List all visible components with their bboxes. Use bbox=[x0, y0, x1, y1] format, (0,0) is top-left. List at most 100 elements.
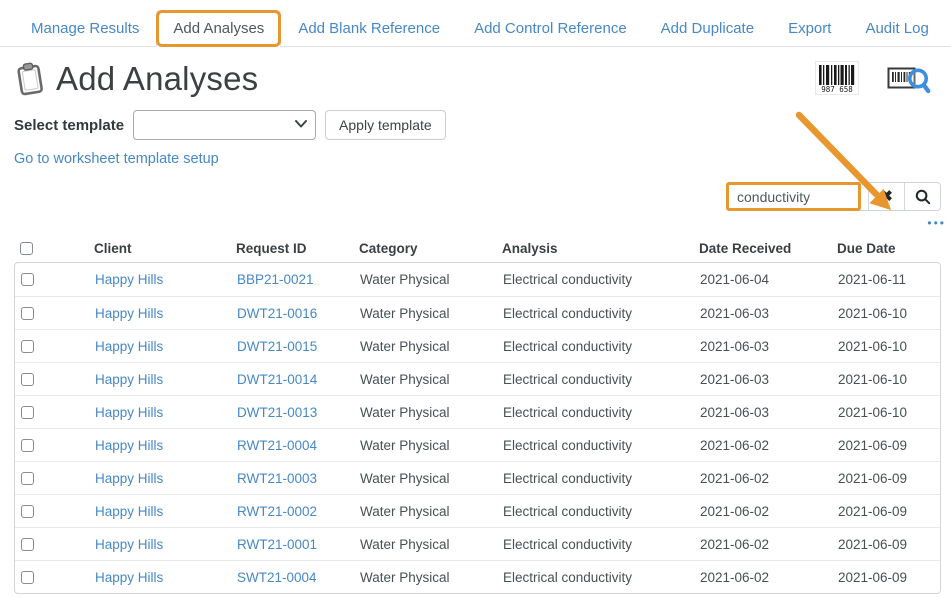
row-checkbox[interactable] bbox=[21, 504, 34, 518]
column-header-due-date[interactable]: Due Date bbox=[837, 240, 896, 256]
tab-add-blank-reference[interactable]: Add Blank Reference bbox=[298, 20, 441, 37]
request-id-link[interactable]: RWT21-0001 bbox=[237, 536, 318, 552]
analysis-cell: Electrical conductivity bbox=[503, 503, 633, 519]
row-checkbox[interactable] bbox=[21, 372, 34, 386]
table-row: Happy Hills DWT21-0013 Water Physical Elect… bbox=[15, 395, 940, 428]
request-id-link[interactable]: SWT21-0004 bbox=[237, 569, 317, 585]
due-date-cell: 2021-06-11 bbox=[838, 272, 907, 287]
category-cell: Water Physical bbox=[360, 437, 450, 453]
tab-manage-results[interactable]: Manage Results bbox=[31, 20, 140, 37]
date-received-cell: 2021-06-02 bbox=[700, 536, 770, 552]
client-link[interactable]: Happy Hills bbox=[95, 272, 164, 287]
template-select[interactable] bbox=[133, 110, 317, 140]
client-link[interactable]: Happy Hills bbox=[95, 536, 164, 552]
category-cell: Water Physical bbox=[360, 338, 450, 354]
client-link[interactable]: Happy Hills bbox=[95, 305, 164, 321]
due-date-cell: 2021-06-09 bbox=[838, 503, 908, 519]
request-id-link[interactable]: DWT21-0015 bbox=[237, 338, 318, 354]
client-link[interactable]: Happy Hills bbox=[95, 470, 164, 486]
analysis-cell: Electrical conductivity bbox=[503, 404, 633, 420]
clear-search-button[interactable]: ✖ bbox=[868, 183, 904, 210]
request-id-link[interactable]: BBP21-0021 bbox=[237, 272, 314, 287]
search-row: ✖ bbox=[0, 182, 941, 211]
analyses-listing: Client Request ID Category Analysis Date Rec… bbox=[14, 234, 941, 594]
header-icons: 987 658 bbox=[815, 61, 937, 97]
request-id-link[interactable]: RWT21-0002 bbox=[237, 503, 318, 519]
due-date-cell: 2021-06-10 bbox=[838, 305, 908, 321]
search-button[interactable] bbox=[904, 183, 940, 210]
row-checkbox[interactable] bbox=[21, 537, 34, 551]
request-id-link[interactable]: DWT21-0016 bbox=[237, 305, 318, 321]
date-received-cell: 2021-06-03 bbox=[700, 371, 770, 387]
tab-export[interactable]: Export bbox=[788, 20, 832, 37]
search-input[interactable] bbox=[729, 185, 858, 208]
tab-add-analyses[interactable]: Add Analyses bbox=[156, 10, 282, 47]
due-date-cell: 2021-06-09 bbox=[838, 470, 908, 486]
row-checkbox[interactable] bbox=[21, 306, 34, 320]
column-header-date-received[interactable]: Date Received bbox=[699, 240, 792, 256]
request-id-link[interactable]: DWT21-0013 bbox=[237, 404, 318, 420]
clear-icon: ✖ bbox=[880, 188, 893, 205]
client-link[interactable]: Happy Hills bbox=[95, 404, 164, 420]
listing-header: Client Request ID Category Analysis Date Rec… bbox=[14, 234, 941, 262]
table-row: Happy Hills SWT21-0004 Water Physical Elect… bbox=[15, 560, 940, 593]
client-link[interactable]: Happy Hills bbox=[95, 371, 164, 387]
table-row: Happy Hills DWT21-0016 Water Physical Elect… bbox=[15, 296, 940, 329]
category-cell: Water Physical bbox=[360, 272, 450, 287]
svg-text:987 658: 987 658 bbox=[821, 85, 853, 94]
category-cell: Water Physical bbox=[360, 569, 450, 585]
request-id-link[interactable]: RWT21-0003 bbox=[237, 470, 318, 486]
date-received-cell: 2021-06-03 bbox=[700, 404, 770, 420]
toggle-columns-button[interactable]: ••• bbox=[927, 216, 946, 230]
analysis-cell: Electrical conductivity bbox=[503, 272, 633, 287]
template-bar: Select template Apply template bbox=[14, 110, 951, 140]
column-header-client[interactable]: Client bbox=[94, 240, 132, 256]
date-received-cell: 2021-06-03 bbox=[700, 338, 770, 354]
client-link[interactable]: Happy Hills bbox=[95, 338, 164, 354]
category-cell: Water Physical bbox=[360, 371, 450, 387]
client-link[interactable]: Happy Hills bbox=[95, 569, 164, 585]
table-row: Happy Hills RWT21-0001 Water Physical Elect… bbox=[15, 527, 940, 560]
search-icon bbox=[915, 189, 930, 204]
table-row: Happy Hills RWT21-0003 Water Physical Elect… bbox=[15, 461, 940, 494]
tab-add-control-reference[interactable]: Add Control Reference bbox=[474, 20, 627, 37]
row-checkbox[interactable] bbox=[21, 438, 34, 452]
select-all-checkbox[interactable] bbox=[20, 241, 33, 255]
due-date-cell: 2021-06-10 bbox=[838, 371, 908, 387]
select-template-label: Select template bbox=[14, 116, 125, 134]
tab-audit-log[interactable]: Audit Log bbox=[865, 20, 929, 37]
row-checkbox[interactable] bbox=[21, 471, 34, 485]
due-date-cell: 2021-06-09 bbox=[838, 569, 908, 585]
apply-template-button[interactable]: Apply template bbox=[325, 110, 446, 140]
row-checkbox[interactable] bbox=[21, 339, 34, 353]
column-header-analysis[interactable]: Analysis bbox=[502, 240, 558, 256]
clipboard-icon bbox=[14, 61, 46, 97]
worksheet-template-setup-link[interactable]: Go to worksheet template setup bbox=[14, 151, 219, 167]
due-date-cell: 2021-06-10 bbox=[838, 404, 908, 420]
column-header-category[interactable]: Category bbox=[359, 240, 418, 256]
column-header-request-id[interactable]: Request ID bbox=[236, 240, 307, 256]
table-row: Happy Hills BBP21-0021 Water Physical Elect… bbox=[15, 263, 940, 296]
due-date-cell: 2021-06-09 bbox=[838, 536, 908, 552]
analysis-cell: Electrical conductivity bbox=[503, 437, 633, 453]
row-checkbox[interactable] bbox=[21, 570, 34, 584]
barcode-icon[interactable]: 987 658 bbox=[815, 61, 859, 97]
category-cell: Water Physical bbox=[360, 305, 450, 321]
client-link[interactable]: Happy Hills bbox=[95, 503, 164, 519]
row-checkbox[interactable] bbox=[21, 273, 34, 286]
client-link[interactable]: Happy Hills bbox=[95, 437, 164, 453]
barcode-search-icon[interactable] bbox=[887, 61, 931, 97]
tab-add-duplicate[interactable]: Add Duplicate bbox=[660, 20, 755, 37]
request-id-link[interactable]: DWT21-0014 bbox=[237, 371, 318, 387]
date-received-cell: 2021-06-03 bbox=[700, 305, 770, 321]
page-header: Add Analyses 987 658 bbox=[14, 60, 937, 98]
analysis-cell: Electrical conductivity bbox=[503, 305, 633, 321]
page-title: Add Analyses bbox=[56, 60, 259, 97]
row-checkbox[interactable] bbox=[21, 405, 34, 419]
listing-body: Happy Hills BBP21-0021 Water Physical Elect… bbox=[14, 262, 941, 594]
search-input-annotation-box bbox=[726, 182, 861, 211]
request-id-link[interactable]: RWT21-0004 bbox=[237, 437, 318, 453]
analysis-cell: Electrical conductivity bbox=[503, 569, 633, 585]
category-cell: Water Physical bbox=[360, 503, 450, 519]
date-received-cell: 2021-06-02 bbox=[700, 503, 770, 519]
